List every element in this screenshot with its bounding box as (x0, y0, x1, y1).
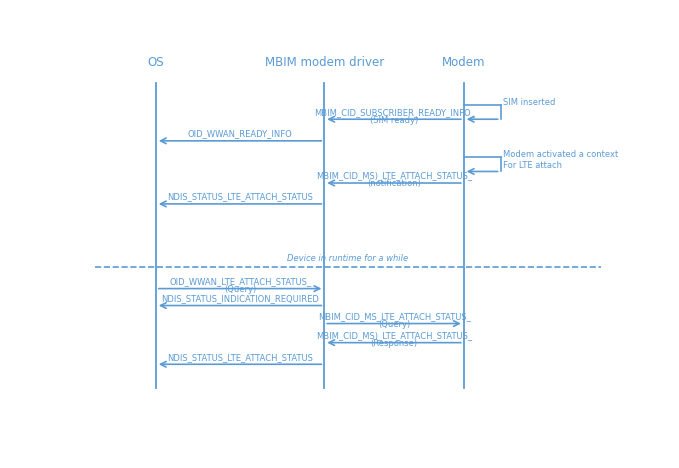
Text: (Query): (Query) (224, 285, 256, 294)
Text: (Query): (Query) (378, 320, 410, 329)
Text: MBIM_CID_MS)_LTE_ATTACH_STATUS_: MBIM_CID_MS)_LTE_ATTACH_STATUS_ (316, 171, 473, 181)
Text: Modem activated a context: Modem activated a context (503, 150, 619, 159)
Text: MBIM_CID_MS_LTE_ATTACH_STATUS_: MBIM_CID_MS_LTE_ATTACH_STATUS_ (318, 312, 471, 321)
Text: (notification): (notification) (367, 179, 421, 189)
Text: OID_WWAN_LTE_ATTACH_STATUS_: OID_WWAN_LTE_ATTACH_STATUS_ (169, 277, 311, 286)
Text: Modem: Modem (442, 56, 485, 69)
Text: NDIS_STATUS_LTE_ATTACH_STATUS: NDIS_STATUS_LTE_ATTACH_STATUS (167, 353, 313, 362)
Text: OID_WWAN_READY_INFO: OID_WWAN_READY_INFO (187, 129, 293, 139)
Text: MBIM modem driver: MBIM modem driver (265, 56, 384, 69)
Text: (SIM ready): (SIM ready) (370, 116, 418, 124)
Text: NDIS_STATUS_INDICATION_REQUIRED: NDIS_STATUS_INDICATION_REQUIRED (161, 294, 319, 303)
Text: SIM inserted: SIM inserted (503, 98, 555, 107)
Text: OS: OS (147, 56, 164, 69)
Text: (Response): (Response) (371, 339, 418, 348)
Text: NDIS_STATUS_LTE_ATTACH_STATUS: NDIS_STATUS_LTE_ATTACH_STATUS (167, 192, 313, 201)
Text: For LTE attach: For LTE attach (503, 161, 562, 170)
Text: Device in runtime for a while: Device in runtime for a while (287, 255, 409, 263)
Text: MBIM_CID_MS)_LTE_ATTACH_STATUS_: MBIM_CID_MS)_LTE_ATTACH_STATUS_ (316, 331, 473, 340)
Text: MBIM_CID_SUBSCRIBER_READY_INFO_: MBIM_CID_SUBSCRIBER_READY_INFO_ (314, 108, 475, 117)
